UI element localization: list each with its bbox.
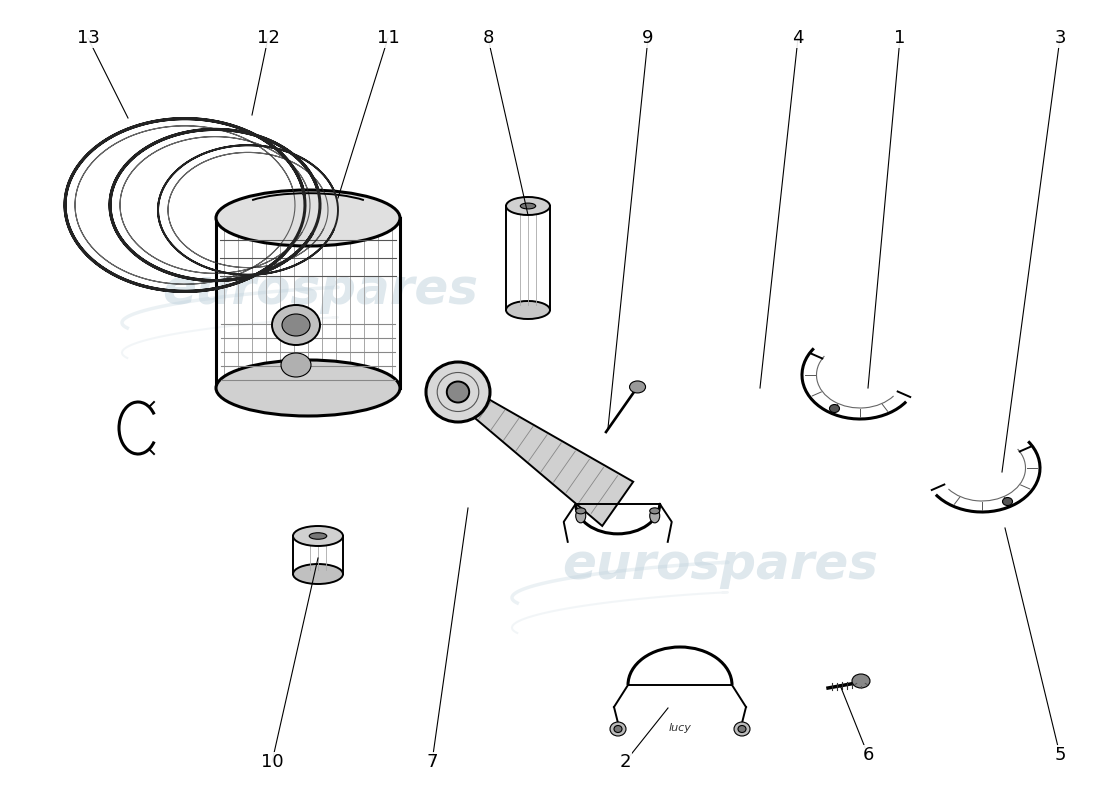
Ellipse shape <box>650 508 660 514</box>
Ellipse shape <box>829 405 839 413</box>
Ellipse shape <box>309 533 327 539</box>
Ellipse shape <box>650 509 660 523</box>
Text: 6: 6 <box>862 746 873 764</box>
Text: 4: 4 <box>792 29 804 47</box>
Text: lucy: lucy <box>669 723 692 733</box>
Ellipse shape <box>293 564 343 584</box>
Ellipse shape <box>610 722 626 736</box>
Text: 3: 3 <box>1054 29 1066 47</box>
Text: 10: 10 <box>261 753 284 771</box>
Text: 8: 8 <box>482 29 494 47</box>
Ellipse shape <box>614 726 622 733</box>
Text: eurospares: eurospares <box>562 541 878 589</box>
Ellipse shape <box>520 203 536 209</box>
Ellipse shape <box>280 353 311 377</box>
Text: 5: 5 <box>1054 746 1066 764</box>
Ellipse shape <box>575 508 585 514</box>
Text: 2: 2 <box>619 753 630 771</box>
Text: 7: 7 <box>427 753 438 771</box>
Text: 1: 1 <box>894 29 905 47</box>
Ellipse shape <box>447 382 470 402</box>
Ellipse shape <box>282 314 310 336</box>
Ellipse shape <box>272 305 320 345</box>
Ellipse shape <box>216 360 400 416</box>
Ellipse shape <box>1002 498 1012 506</box>
Ellipse shape <box>852 674 870 688</box>
Ellipse shape <box>629 381 646 393</box>
Ellipse shape <box>738 726 746 733</box>
Text: 12: 12 <box>256 29 279 47</box>
Ellipse shape <box>575 509 585 523</box>
Text: eurospares: eurospares <box>162 266 478 314</box>
Ellipse shape <box>216 190 400 246</box>
Ellipse shape <box>426 362 490 422</box>
Ellipse shape <box>734 722 750 736</box>
Polygon shape <box>453 385 634 526</box>
Text: 13: 13 <box>77 29 99 47</box>
Ellipse shape <box>293 526 343 546</box>
Text: 9: 9 <box>642 29 653 47</box>
Ellipse shape <box>506 301 550 319</box>
Ellipse shape <box>506 197 550 215</box>
Text: 11: 11 <box>376 29 399 47</box>
